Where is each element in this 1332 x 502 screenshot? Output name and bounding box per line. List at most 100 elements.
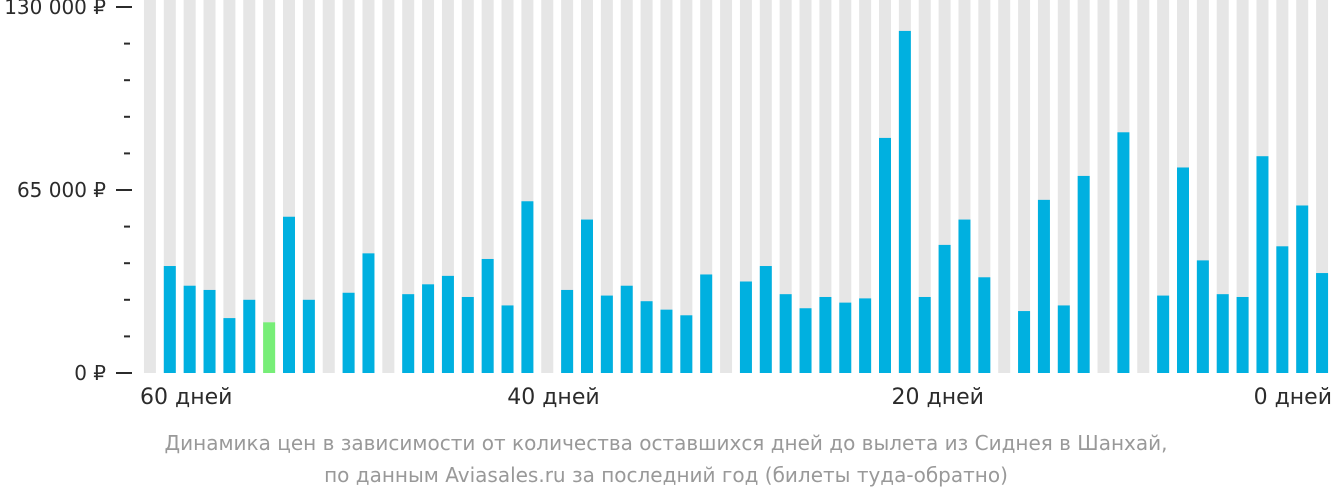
background-column <box>739 0 752 373</box>
bar <box>581 219 593 373</box>
background-column <box>819 0 832 373</box>
bar <box>163 266 176 373</box>
bar <box>879 137 891 373</box>
background-columns <box>143 0 1329 373</box>
background-column <box>1216 0 1229 373</box>
bar <box>620 285 633 373</box>
background-column <box>501 0 514 373</box>
bar <box>1077 175 1090 373</box>
bar <box>183 285 196 373</box>
bar <box>1177 167 1189 373</box>
bar <box>342 292 355 373</box>
bar <box>521 201 534 373</box>
background-column <box>382 0 395 373</box>
background-column <box>302 0 315 373</box>
bar <box>700 274 713 373</box>
background-column <box>422 0 435 373</box>
bar <box>680 315 693 373</box>
bar <box>779 294 792 373</box>
bar <box>1117 132 1130 373</box>
y-axis: 0 ₽ 65 000 ₽ 130 000 ₽ <box>4 0 132 385</box>
bar <box>660 309 673 373</box>
bar <box>223 318 236 373</box>
bar <box>302 299 315 373</box>
bar <box>243 299 256 373</box>
bar <box>819 296 832 373</box>
background-column <box>839 0 852 373</box>
bar <box>958 219 971 373</box>
background-column <box>1057 0 1070 373</box>
bar <box>402 294 415 373</box>
background-column <box>998 0 1011 373</box>
background-column <box>720 0 733 373</box>
caption-line-1: Динамика цен в зависимости от количества… <box>164 431 1168 455</box>
background-column <box>461 0 474 373</box>
background-column <box>203 0 216 373</box>
y-tick-label: 130 000 ₽ <box>4 0 106 19</box>
bar <box>481 258 494 373</box>
background-column <box>1157 0 1170 373</box>
background-column <box>143 0 156 373</box>
x-axis: 60 дней 40 дней 20 дней 0 дней <box>140 385 1332 410</box>
bar <box>1018 311 1031 373</box>
bar <box>898 30 911 374</box>
bar <box>1196 260 1209 373</box>
background-column <box>640 0 653 373</box>
background-column <box>342 0 355 373</box>
x-tick-label: 20 дней <box>892 385 984 410</box>
background-column <box>680 0 693 373</box>
background-column <box>1018 0 1031 373</box>
background-column <box>1137 0 1150 373</box>
bar <box>1316 273 1329 373</box>
x-tick-label: 0 дней <box>1254 385 1332 410</box>
bar <box>759 266 772 373</box>
bar <box>600 295 613 373</box>
bar <box>461 296 474 373</box>
background-column <box>183 0 196 373</box>
bar <box>938 244 951 373</box>
bar <box>1157 295 1170 373</box>
background-column <box>402 0 415 373</box>
bar <box>501 305 514 373</box>
background-column <box>859 0 872 373</box>
bar <box>1216 294 1229 373</box>
bar <box>561 289 574 373</box>
background-column <box>600 0 613 373</box>
y-tick-label: 0 ₽ <box>74 361 106 385</box>
bar <box>799 308 812 373</box>
y-tick-label: 65 000 ₽ <box>17 178 106 202</box>
background-column <box>322 0 335 373</box>
bar <box>1296 205 1309 373</box>
background-column <box>1236 0 1249 373</box>
bar <box>1256 156 1269 373</box>
bar <box>1276 246 1289 373</box>
bar <box>283 216 295 373</box>
background-column <box>243 0 256 373</box>
bar <box>918 296 931 373</box>
background-column <box>918 0 931 373</box>
bar-highlighted <box>263 322 276 373</box>
bar <box>362 253 375 373</box>
bar <box>441 275 454 373</box>
background-column <box>660 0 673 373</box>
price-dynamics-chart: 0 ₽ 65 000 ₽ 130 000 ₽ 60 дней 40 дней 20 дн… <box>4 0 1332 410</box>
x-tick-label: 40 дней <box>507 385 599 410</box>
bar <box>978 277 991 373</box>
background-column <box>561 0 574 373</box>
bar <box>1236 296 1249 373</box>
bar <box>839 302 852 373</box>
bar <box>1057 305 1070 373</box>
bar <box>422 284 435 373</box>
caption-line-2: по данным Aviasales.ru за последний год … <box>324 463 1008 487</box>
bar <box>859 298 872 373</box>
bar <box>739 281 752 373</box>
background-column <box>620 0 633 373</box>
bars <box>163 30 1329 374</box>
background-column <box>779 0 792 373</box>
background-column <box>263 0 276 373</box>
background-column <box>541 0 554 373</box>
background-column <box>799 0 812 373</box>
bar <box>1037 199 1050 373</box>
x-tick-label: 60 дней <box>140 385 232 410</box>
bar <box>203 289 216 373</box>
